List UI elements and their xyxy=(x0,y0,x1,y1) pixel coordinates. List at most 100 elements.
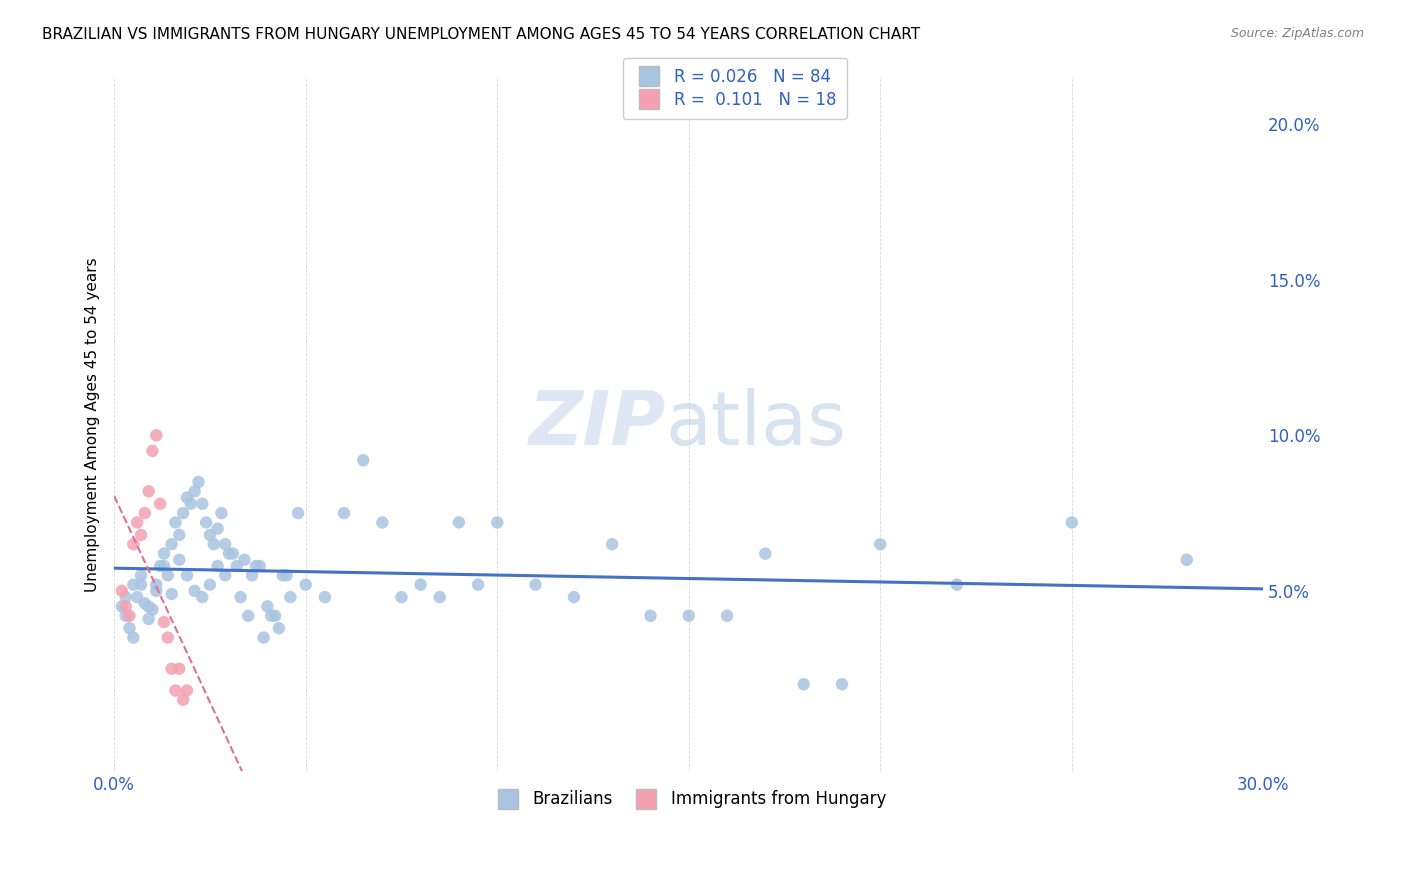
Point xyxy=(187,475,209,489)
Point xyxy=(222,547,245,561)
Point xyxy=(214,537,236,551)
Point xyxy=(267,621,290,635)
Point xyxy=(238,608,260,623)
Point xyxy=(176,683,198,698)
Point xyxy=(176,568,198,582)
Point xyxy=(127,590,149,604)
Point xyxy=(129,528,152,542)
Point xyxy=(271,568,294,582)
Point xyxy=(134,506,156,520)
Point xyxy=(202,537,225,551)
Point xyxy=(160,662,183,676)
Point xyxy=(409,577,432,591)
Point xyxy=(256,599,278,614)
Point xyxy=(165,683,187,698)
Point xyxy=(207,559,229,574)
Point xyxy=(118,608,141,623)
Point xyxy=(169,662,191,676)
Point xyxy=(172,693,194,707)
Point xyxy=(127,516,149,530)
Point xyxy=(149,559,172,574)
Point xyxy=(249,559,271,574)
Point xyxy=(122,537,145,551)
Point xyxy=(524,577,547,591)
Point xyxy=(141,443,163,458)
Legend: Brazilians, Immigrants from Hungary: Brazilians, Immigrants from Hungary xyxy=(484,784,893,815)
Point xyxy=(214,568,236,582)
Point xyxy=(233,553,256,567)
Point xyxy=(391,590,413,604)
Point xyxy=(156,631,179,645)
Point xyxy=(141,602,163,616)
Point xyxy=(276,568,298,582)
Point xyxy=(114,590,136,604)
Point xyxy=(294,577,316,591)
Point xyxy=(207,522,229,536)
Point xyxy=(260,608,283,623)
Point xyxy=(209,506,232,520)
Point xyxy=(134,596,156,610)
Point xyxy=(240,568,263,582)
Point xyxy=(754,547,776,561)
Point xyxy=(793,677,815,691)
Point xyxy=(562,590,585,604)
Point xyxy=(678,608,700,623)
Point xyxy=(245,559,267,574)
Point xyxy=(169,553,191,567)
Point xyxy=(225,559,247,574)
Point xyxy=(149,497,172,511)
Point xyxy=(429,590,451,604)
Point xyxy=(191,590,214,604)
Point xyxy=(145,577,167,591)
Point xyxy=(191,497,214,511)
Point xyxy=(287,506,309,520)
Y-axis label: Unemployment Among Ages 45 to 54 years: Unemployment Among Ages 45 to 54 years xyxy=(86,257,100,591)
Point xyxy=(946,577,969,591)
Point xyxy=(114,599,136,614)
Point xyxy=(160,587,183,601)
Point xyxy=(1060,516,1083,530)
Point xyxy=(165,516,187,530)
Point xyxy=(264,608,287,623)
Point xyxy=(371,516,394,530)
Point xyxy=(1175,553,1198,567)
Point xyxy=(600,537,623,551)
Point xyxy=(160,537,183,551)
Point xyxy=(169,528,191,542)
Point xyxy=(333,506,356,520)
Point xyxy=(183,484,205,499)
Point xyxy=(118,621,141,635)
Text: atlas: atlas xyxy=(666,388,846,461)
Point xyxy=(156,568,179,582)
Point xyxy=(831,677,853,691)
Point xyxy=(145,583,167,598)
Point xyxy=(640,608,662,623)
Point xyxy=(467,577,489,591)
Point xyxy=(122,631,145,645)
Point xyxy=(314,590,336,604)
Point xyxy=(114,608,136,623)
Point xyxy=(183,583,205,598)
Point xyxy=(486,516,509,530)
Point xyxy=(869,537,891,551)
Text: BRAZILIAN VS IMMIGRANTS FROM HUNGARY UNEMPLOYMENT AMONG AGES 45 TO 54 YEARS CORR: BRAZILIAN VS IMMIGRANTS FROM HUNGARY UNE… xyxy=(42,27,921,42)
Point xyxy=(176,491,198,505)
Point xyxy=(352,453,374,467)
Point xyxy=(198,528,221,542)
Point xyxy=(198,577,221,591)
Point xyxy=(252,631,274,645)
Point xyxy=(138,484,160,499)
Point xyxy=(218,547,240,561)
Point xyxy=(180,497,202,511)
Point xyxy=(145,428,167,442)
Point xyxy=(122,577,145,591)
Point xyxy=(716,608,738,623)
Point xyxy=(111,583,134,598)
Point xyxy=(138,599,160,614)
Point xyxy=(153,615,176,629)
Point xyxy=(129,568,152,582)
Point xyxy=(111,599,134,614)
Point xyxy=(172,506,194,520)
Point xyxy=(153,547,176,561)
Text: ZIP: ZIP xyxy=(529,388,666,461)
